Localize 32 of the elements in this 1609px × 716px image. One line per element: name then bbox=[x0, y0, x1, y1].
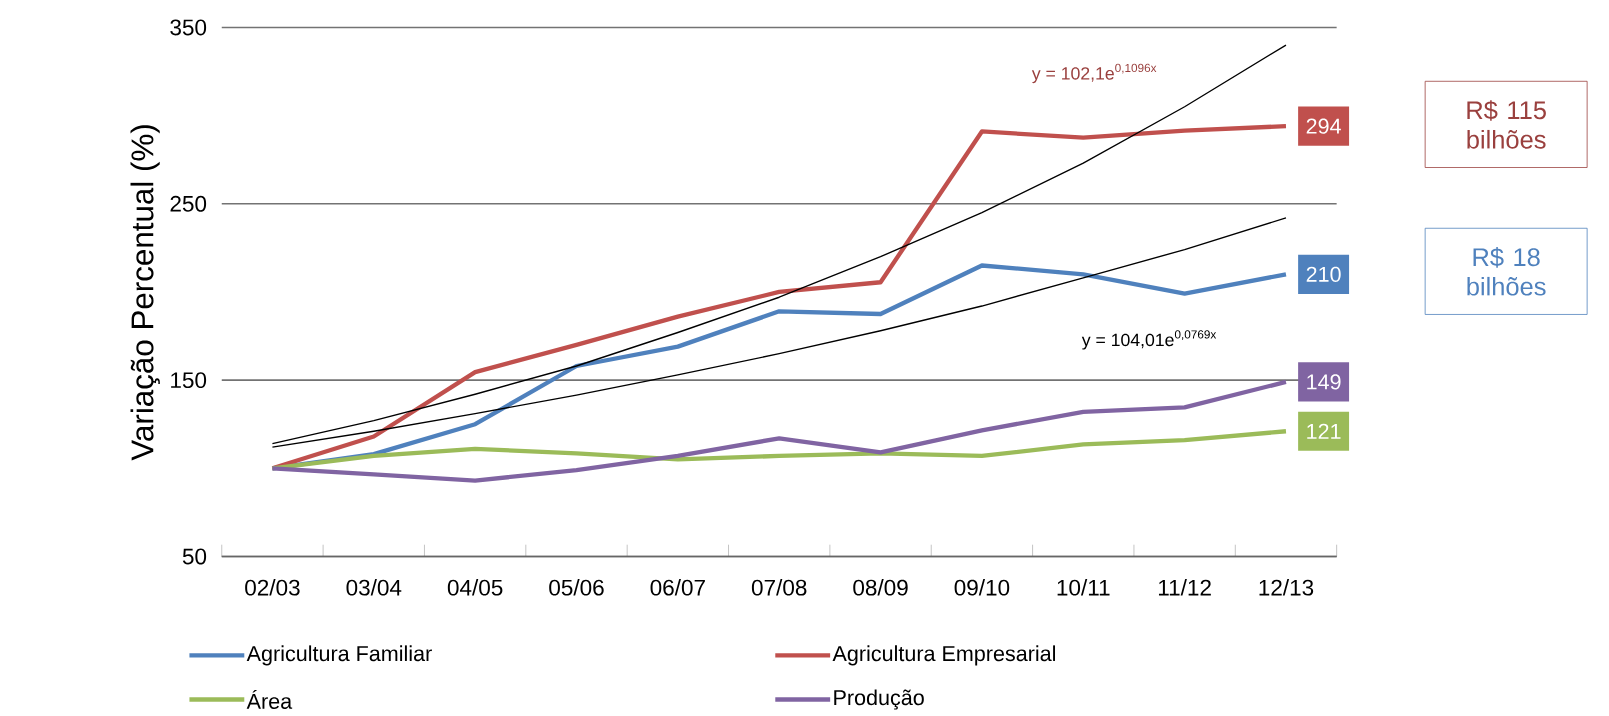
legend-label: Agricultura Familiar bbox=[246, 645, 432, 666]
y-tick-label: 250 bbox=[170, 195, 207, 212]
x-tick-label: 05/06 bbox=[549, 579, 604, 596]
x-tick-label: 12/13 bbox=[1259, 579, 1314, 596]
y-tick-label: 150 bbox=[171, 372, 207, 389]
x-tick-label: 02/03 bbox=[245, 579, 300, 596]
y-tick-label: 50 bbox=[182, 548, 207, 565]
annotation: y = 104,01e$^{0,0769x}$ bbox=[1081, 330, 1217, 350]
line-series bbox=[271, 44, 1287, 445]
data-label: 149 bbox=[1307, 374, 1341, 390]
line-series bbox=[270, 379, 1289, 483]
data-label: 294 bbox=[1306, 118, 1341, 134]
x-tick-label: 03/04 bbox=[346, 579, 402, 596]
x-tick-label: 06/07 bbox=[650, 579, 705, 596]
data-label: 210 bbox=[1306, 266, 1341, 282]
line-series bbox=[270, 429, 1289, 471]
x-tick-label: 04/05 bbox=[447, 579, 503, 596]
text: R$ 18 bilhões bbox=[1467, 247, 1546, 296]
legend-label: Produção bbox=[834, 689, 924, 710]
y-axis-title: Variação Percentual (%) bbox=[130, 125, 160, 461]
x-tick-label: 07/08 bbox=[751, 579, 807, 596]
y-tick-label: 350 bbox=[170, 19, 207, 36]
line-series bbox=[271, 217, 1287, 448]
data-label: 121 bbox=[1307, 423, 1341, 439]
legend-label: Agricultura Empresarial bbox=[832, 645, 1055, 666]
legend-label: Área bbox=[246, 689, 293, 709]
text: R$ 115 bilhões bbox=[1467, 100, 1546, 149]
x-tick-label: 08/09 bbox=[853, 579, 908, 596]
x-tick-label: 10/11 bbox=[1057, 579, 1110, 596]
x-tick-label: 11/12 bbox=[1158, 579, 1211, 596]
annotation: y = 102,1e$^{0,1096x}$ bbox=[1031, 63, 1157, 84]
x-tick-label: 09/10 bbox=[954, 579, 1010, 596]
